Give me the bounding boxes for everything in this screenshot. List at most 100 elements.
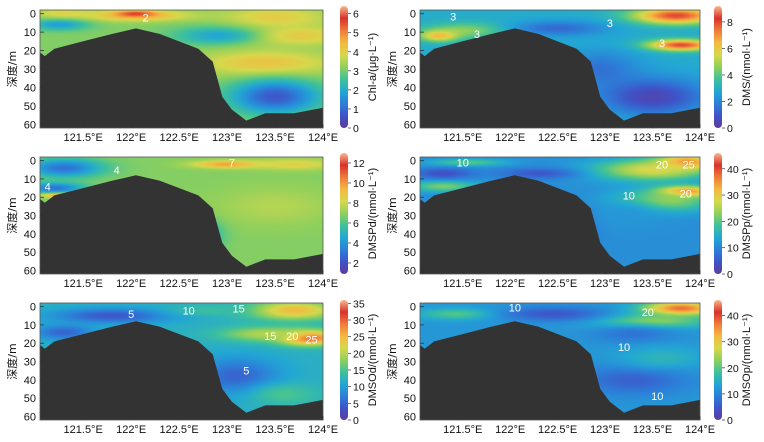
panel-dmspd: 4 4 7 121.5°E 122°E 122.5°E 123°E 123.5°E 124°E 0… (5, 153, 379, 290)
y-tick-label: 50 (24, 247, 36, 259)
contour-label: 10 (651, 391, 663, 403)
colorbar-gradient (340, 6, 348, 128)
colorbar-tick-label: 0 (727, 415, 733, 427)
y-tick-label: 0 (30, 9, 36, 21)
x-tick-label: 123.5°E (633, 132, 672, 144)
seabed-silhouette (40, 321, 323, 420)
x-tick-label: 122.5°E (159, 278, 198, 290)
y-tick-label: 20 (24, 46, 36, 58)
x-tick-label: 123°E (212, 278, 242, 290)
y-tick-label: 40 (24, 229, 36, 241)
colorbar-tick-label: 30 (353, 315, 365, 327)
x-tick-label: 122.5°E (538, 278, 577, 290)
x-tick-label: 124°E (308, 132, 338, 144)
seabed-silhouette (40, 175, 323, 274)
colorbar-label: DMSOp/(nmol·L⁻¹) (741, 314, 753, 407)
y-tick-label: 0 (410, 9, 416, 21)
colorbar-tick-label: 2 (727, 96, 733, 108)
colorbar-tick-label: 35 (353, 298, 365, 310)
colorbar-label: DMSPd/(nmol·L⁻¹) (367, 168, 379, 259)
colorbar-tick-label: 6 (353, 218, 359, 230)
y-tick-label: 30 (404, 211, 416, 223)
y-axis-label: 深度/m (385, 197, 399, 233)
y-tick-label: 40 (404, 229, 416, 241)
colorbar-tick-label: 40 (727, 164, 739, 176)
colorbar-gradient (714, 153, 722, 274)
colorbar-tick-label: 20 (727, 216, 739, 228)
x-tick-label: 122.5°E (159, 132, 198, 144)
contour-label: 3 (474, 29, 480, 41)
y-tick-label: 20 (24, 192, 36, 204)
x-tick-label: 123.5°E (255, 278, 294, 290)
colorbar-label: DMSPp/(nmol·L⁻¹) (741, 168, 753, 259)
y-axis-label: 深度/m (5, 343, 19, 379)
colorbar-tick-label: 15 (353, 365, 365, 377)
colorbar-tick-label: 0 (727, 269, 733, 281)
y-tick-label: 10 (404, 27, 416, 39)
y-axis-label: 深度/m (5, 197, 19, 233)
y-tick-label: 40 (24, 82, 36, 94)
y-tick-label: 20 (404, 338, 416, 350)
x-tick-label: 123°E (590, 132, 620, 144)
y-tick-label: 30 (404, 64, 416, 76)
y-tick-label: 50 (404, 101, 416, 113)
seabed-silhouette (420, 175, 700, 274)
colorbar: 0 2 4 6 8 DMS/(nmol·L⁻¹) (714, 6, 753, 135)
colorbar-tick-label: 0 (353, 123, 359, 135)
x-tick-label: 122°E (116, 132, 146, 144)
x-tick-label: 124°E (308, 278, 338, 290)
x-tick-label: 123.5°E (255, 132, 294, 144)
contour-label: 4 (114, 165, 120, 177)
colorbar-label: DMSOd/(nmol·L⁻¹) (367, 314, 379, 407)
y-tick-label: 60 (24, 119, 36, 131)
y-tick-label: 50 (404, 393, 416, 405)
colorbar-tick-label: 4 (727, 70, 733, 82)
colorbar-tick-label: 10 (353, 382, 365, 394)
y-tick-label: 10 (404, 320, 416, 332)
colorbar: 0 10 20 30 40 DMSPp/(nmol·L⁻¹) (714, 153, 753, 281)
x-tick-label: 121.5°E (64, 278, 103, 290)
y-tick-label: 30 (404, 357, 416, 369)
colorbar-tick-label: 4 (353, 47, 359, 59)
y-tick-label: 20 (24, 338, 36, 350)
y-tick-label: 0 (30, 302, 36, 314)
colorbar-tick-label: 4 (353, 238, 359, 250)
colorbar: 0 10 20 30 40 DMSOp/(nmol·L⁻¹) (714, 300, 753, 427)
colorbar-tick-label: 30 (727, 190, 739, 202)
y-tick-label: 0 (410, 302, 416, 314)
contour-label: 20 (642, 307, 654, 319)
contour-label: 20 (286, 331, 298, 343)
y-tick-label: 10 (404, 174, 416, 186)
colorbar-tick-label: 0 (727, 123, 733, 135)
x-tick-label: 123°E (590, 278, 620, 290)
contour-label: 10 (457, 157, 469, 169)
colorbar-tick-label: 40 (727, 311, 739, 323)
contour-label: 15 (264, 331, 276, 343)
colorbar-tick-label: 0 (353, 415, 359, 427)
colorbar-gradient (340, 153, 348, 274)
contour-label: 25 (682, 159, 694, 171)
contour-label: 10 (183, 305, 195, 317)
y-axis-label: 深度/m (5, 51, 19, 87)
x-tick-label: 121.5°E (443, 132, 482, 144)
colorbar-tick-label: 10 (353, 178, 365, 190)
contour-label: 10 (623, 190, 635, 202)
y-tick-label: 30 (24, 64, 36, 76)
colorbar-label: Chl-a/(μg·L⁻¹) (367, 33, 379, 101)
contour-label: 20 (680, 189, 692, 201)
x-tick-label: 121.5°E (443, 424, 482, 436)
panel-dmsop: 10 20 10 10 121.5°E 122°E 122.5°E 123°E 123.5°E 1… (385, 300, 753, 436)
contour-label: 15 (232, 303, 244, 315)
y-tick-label: 40 (404, 82, 416, 94)
contour-label: 3 (659, 38, 665, 50)
x-tick-label: 122°E (495, 424, 525, 436)
contour-label: 5 (243, 366, 249, 378)
seabed-silhouette (40, 28, 323, 128)
colorbar-gradient (340, 300, 348, 420)
colorbar-tick-label: 10 (727, 389, 739, 401)
y-axis-label: 深度/m (385, 51, 399, 87)
x-tick-label: 121.5°E (64, 132, 103, 144)
